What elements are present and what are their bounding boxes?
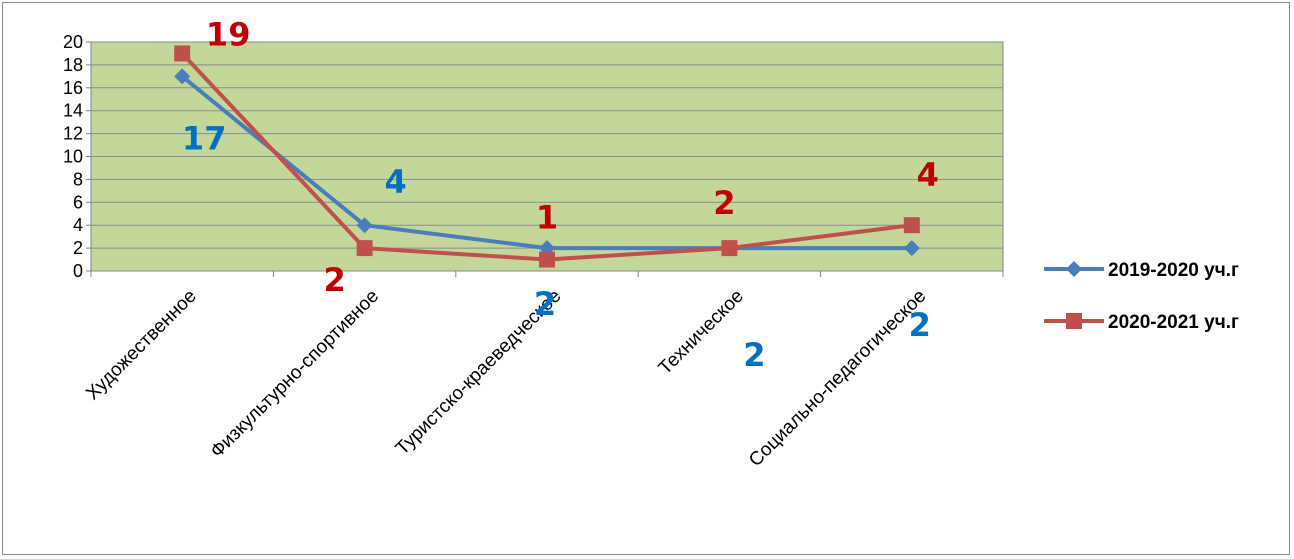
x-category-label: Техническое [655,286,748,379]
y-axis: 0 2 4 6 810 12 14 16 18 20 [63,32,91,281]
series-lines [174,45,920,268]
data-point-square [356,240,373,257]
data-point-square [903,217,920,234]
y-tick-label: 2 [73,238,83,258]
x-category-label: Физкультурно-спортивное [207,286,383,462]
y-tick-label: 8 [73,169,83,189]
y-tick-label: 6 [73,192,83,212]
data-label: 4 [917,156,939,194]
legend-label: 2019-2020 уч.г [1108,260,1239,281]
x-category-label: Социально-педагогическое [745,286,930,471]
data-point-square [174,45,191,62]
data-labels: 17 4 2 2 2 19 2 1 2 4 [182,15,939,374]
legend-marker-square [1066,313,1082,329]
data-point-square [721,240,738,257]
y-tick-label: 4 [73,215,83,235]
legend: 2019-2020 уч.г 2020-2021 уч.г [1044,260,1239,333]
data-point-square [539,251,555,268]
y-tick-label: 0 [73,261,83,281]
y-tick-label: 14 [63,101,83,121]
data-label: 2 [534,285,556,323]
x-category-label: Художественное [82,286,201,405]
data-label: 2 [713,184,735,222]
data-point-diamond [356,217,373,234]
legend-marker-diamond [1066,261,1082,277]
y-tick-label: 18 [63,55,83,75]
data-label: 19 [206,15,251,53]
legend-label: 2020-2021 уч.г [1108,312,1239,333]
y-tick-label: 20 [63,32,83,52]
y-tick-label: 10 [63,147,83,167]
data-label: 2 [323,261,345,299]
data-label: 2 [743,336,765,374]
data-point-diamond [903,240,920,257]
y-tick-label: 12 [63,124,83,144]
data-point-diamond [174,68,191,85]
data-label: 1 [536,199,558,237]
data-label: 2 [909,306,931,344]
data-label: 4 [384,163,406,201]
data-label: 17 [182,119,227,157]
y-tick-label: 16 [63,78,83,98]
